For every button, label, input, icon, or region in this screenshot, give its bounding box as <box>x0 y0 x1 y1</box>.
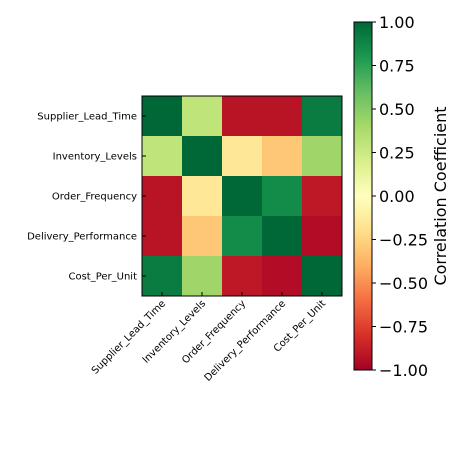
column-label: Delivery_Performance <box>203 298 288 383</box>
colorbar-tick-label: −0.25 <box>379 231 428 250</box>
heatmap-cell <box>222 96 262 136</box>
row-label: Order_Frequency <box>52 192 137 203</box>
heatmap-cells <box>142 96 342 296</box>
row-label: Cost_Per_Unit <box>68 272 137 283</box>
heatmap-cell <box>142 256 182 296</box>
colorbar-tick-label: −1.00 <box>379 361 428 380</box>
row-labels: Supplier_Lead_Time Inventory_Levels Order_… <box>27 112 146 283</box>
column-labels: Supplier_Lead_TimeInventory_LevelsOrder_… <box>90 292 328 384</box>
colorbar-tick-label: 0.50 <box>379 100 415 119</box>
heatmap-cell <box>262 256 302 296</box>
heatmap-cell <box>302 256 342 296</box>
heatmap-cell <box>302 176 342 216</box>
heatmap-cell <box>182 216 222 256</box>
heatmap-cell <box>182 96 222 136</box>
row-label: Supplier_Lead_Time <box>37 112 137 123</box>
heatmap-cell <box>222 176 262 216</box>
heatmap-cell <box>302 136 342 176</box>
heatmap-cell <box>222 216 262 256</box>
heatmap-cell <box>302 216 342 256</box>
heatmap-cell <box>262 136 302 176</box>
colorbar-tick-label: −0.50 <box>379 274 428 293</box>
heatmap-cell <box>222 136 262 176</box>
column-label: Supplier_Lead_Time <box>90 298 168 376</box>
heatmap-cell <box>182 256 222 296</box>
heatmap-cell <box>302 96 342 136</box>
colorbar-tick-label: 0.00 <box>379 187 415 206</box>
heatmap-cell <box>182 136 222 176</box>
row-label: Inventory_Levels <box>53 152 137 163</box>
heatmap-cell <box>262 96 302 136</box>
heatmap-cell <box>142 176 182 216</box>
heatmap-cell <box>142 136 182 176</box>
heatmap-cell <box>222 256 262 296</box>
heatmap-cell <box>262 176 302 216</box>
heatmap-cell <box>262 216 302 256</box>
colorbar-ticks: 1.00 0.75 0.50 0.25 0.00 −0.25 −0.50 −0.75 −1.00 <box>372 13 428 380</box>
colorbar-tick-label: 0.75 <box>379 57 415 76</box>
heatmap-cell <box>142 96 182 136</box>
colorbar-label: Correlation Coefficient <box>431 106 450 285</box>
row-label: Delivery_Performance <box>27 232 137 243</box>
heatmap-cell <box>142 216 182 256</box>
colorbar-tick-label: 0.25 <box>379 144 415 163</box>
colorbar-tick-label: 1.00 <box>379 13 415 32</box>
colorbar <box>353 21 373 371</box>
heatmap-cell <box>182 176 222 216</box>
colorbar-tick-label: −0.75 <box>379 318 428 337</box>
